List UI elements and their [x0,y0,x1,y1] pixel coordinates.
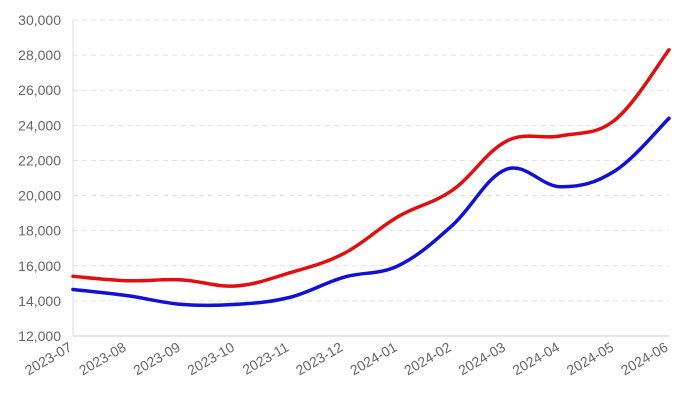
data-point [342,251,346,256]
series-line-1 [71,48,671,288]
x-tick-label: 2023-07 [22,339,75,379]
x-axis-ticks: 2023-07 2023-08 2023-09 2023-10 2023-11 2023-… [22,339,671,379]
data-point [396,264,400,268]
data-point [288,271,292,275]
data-point [667,116,671,120]
data-point [71,287,75,292]
data-point [179,302,183,306]
axes [72,20,669,337]
x-tick-label: 2024-03 [455,339,508,379]
data-point [504,167,509,171]
y-tick-label: 14,000 [18,293,61,309]
data-point [559,134,563,138]
y-tick-label: 26,000 [18,82,61,98]
x-tick-label: 2024-05 [564,339,617,379]
y-tick-label: 12,000 [18,328,61,344]
series-lines [71,48,671,308]
data-point [125,294,129,298]
data-point [613,169,617,173]
y-tick-label: 16,000 [18,258,61,274]
data-point [450,223,454,227]
x-tick-label: 2023-08 [76,339,129,379]
y-axis-ticks: 12,000 14,000 16,000 18,000 20,000 22,000 24,0… [18,12,61,344]
data-point [288,295,292,299]
y-tick-label: 20,000 [18,188,61,204]
data-point [559,185,563,189]
data-point [125,279,129,283]
data-point [396,215,400,219]
y-tick-label: 18,000 [18,223,61,239]
y-tick-label: 30,000 [18,12,61,28]
x-tick-label: 2023-11 [240,339,292,378]
x-tick-label: 2024-02 [401,339,454,379]
series-line-2 [71,116,671,308]
gridlines [73,19,669,302]
x-tick-label: 2023-12 [293,339,346,379]
x-tick-label: 2023-09 [130,339,183,379]
y-tick-label: 24,000 [18,117,61,133]
data-point [179,278,183,282]
x-tick-label: 2024-06 [618,339,671,379]
data-point [342,275,346,279]
data-point [667,48,671,52]
y-tick-label: 22,000 [18,152,61,168]
y-tick-label: 28,000 [18,47,61,63]
data-point [233,302,238,306]
x-tick-label: 2023-10 [185,339,238,379]
data-point [450,188,454,192]
data-point [504,139,509,143]
data-point [613,118,617,122]
x-tick-label: 2024-04 [510,339,563,379]
data-point [71,274,75,278]
x-tick-label: 2024-01 [347,339,400,379]
data-point [233,284,238,288]
